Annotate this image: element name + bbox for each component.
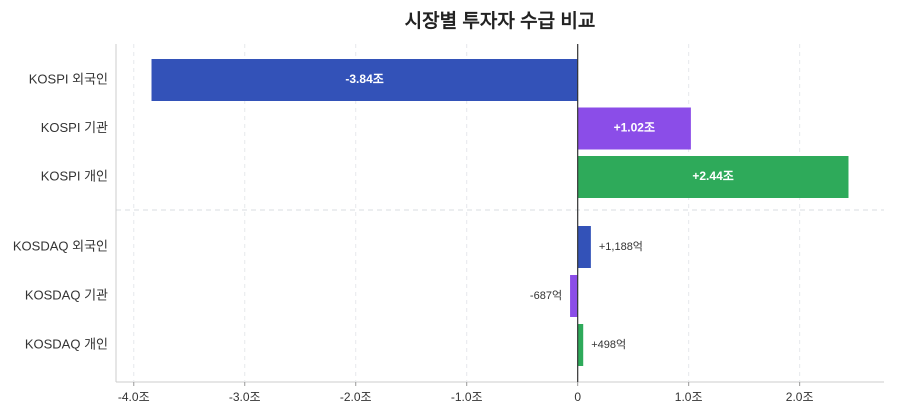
y-tick-label: KOSDAQ 외국인 [13, 238, 108, 253]
value-label: +498억 [591, 338, 626, 351]
y-tick-label: KOSPI 외국인 [29, 71, 108, 86]
value-label: +2.44조 [692, 169, 733, 183]
value-label: -3.84조 [345, 72, 383, 86]
bar [577, 107, 691, 150]
bar [577, 156, 849, 198]
value-label: -687억 [530, 289, 562, 302]
x-tick-label: 0 [574, 390, 581, 404]
y-tick-label: KOSPI 기관 [41, 120, 108, 135]
x-tick-label: -4.0조 [118, 390, 150, 404]
y-tick-label: KOSDAQ 기관 [25, 287, 108, 302]
x-tick-label: -2.0조 [340, 390, 372, 404]
bar [577, 324, 584, 366]
bar [151, 59, 578, 101]
bar [570, 275, 578, 317]
value-label: +1.02조 [614, 121, 655, 135]
x-tick-label: 1.0조 [675, 390, 703, 404]
chart-title: 시장별 투자자 수급 비교 [405, 10, 596, 32]
value-label: +1,188억 [599, 240, 643, 253]
y-tick-label: KOSPI 개인 [41, 168, 108, 183]
x-tick-label: 2.0조 [786, 390, 814, 404]
bar [577, 226, 591, 268]
x-tick-label: -3.0조 [229, 390, 261, 404]
y-tick-label: KOSDAQ 개인 [25, 336, 108, 351]
x-tick-label: -1.0조 [451, 390, 483, 404]
